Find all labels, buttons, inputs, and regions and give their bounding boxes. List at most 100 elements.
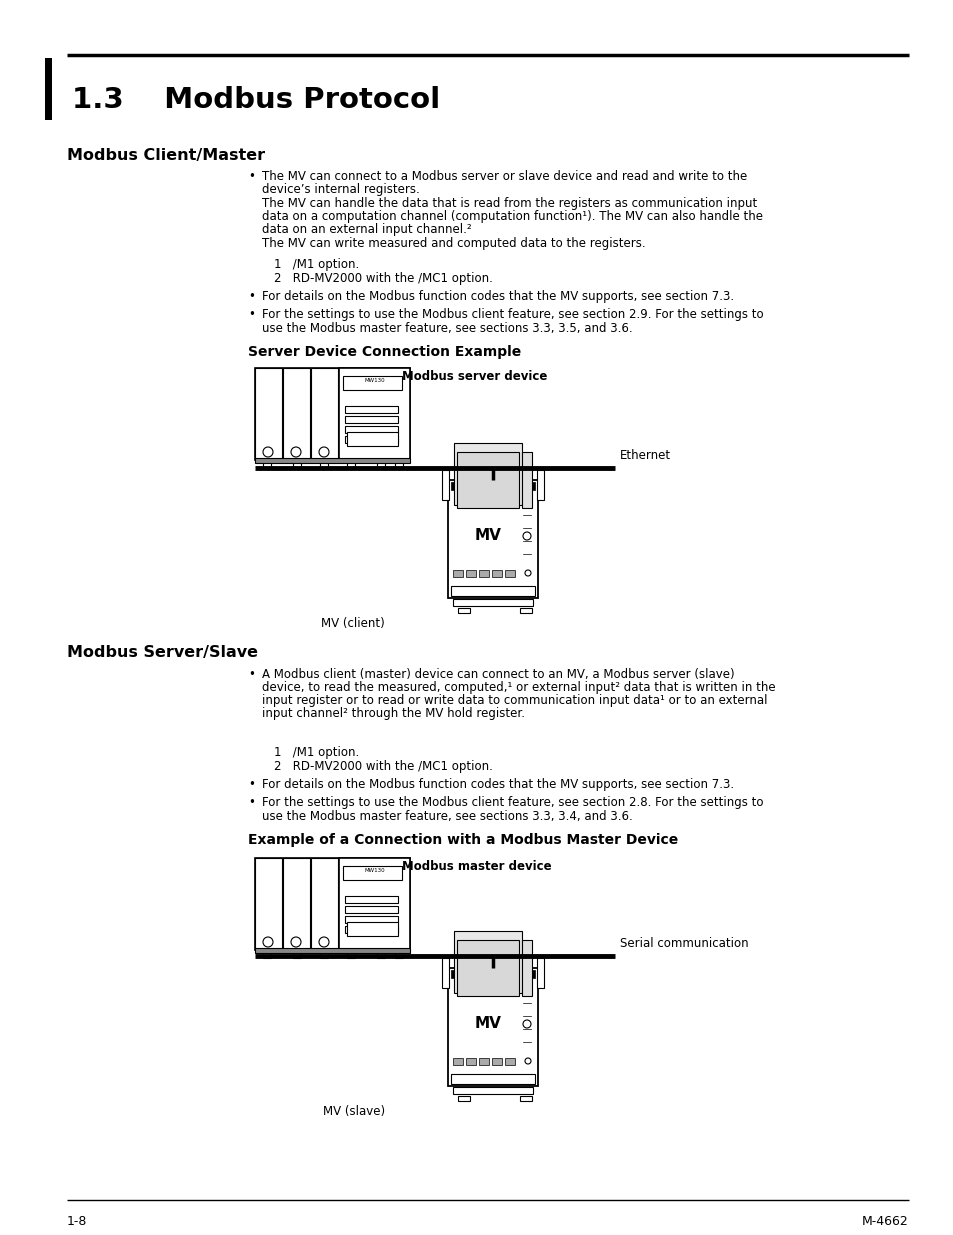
Text: •: • [248, 778, 254, 790]
Text: Example of a Connection with a Modbus Master Device: Example of a Connection with a Modbus Ma… [248, 832, 678, 847]
Text: MW130: MW130 [364, 868, 384, 873]
Text: The MV can connect to a Modbus server or slave device and read and write to the: The MV can connect to a Modbus server or… [262, 170, 746, 183]
Bar [478, 571, 489, 577]
Bar [519, 608, 532, 613]
Bar [311, 858, 337, 950]
Text: MV (slave): MV (slave) [322, 1105, 385, 1118]
Bar [338, 858, 410, 950]
Text: data on a computation channel (computation function¹). The MV can also handle th: data on a computation channel (computati… [262, 210, 762, 224]
Bar [343, 375, 401, 390]
Bar [453, 599, 533, 606]
Bar [504, 1058, 515, 1065]
Text: 2   RD-MV2000 with the /MC1 option.: 2 RD-MV2000 with the /MC1 option. [274, 272, 493, 285]
Bar [537, 471, 543, 500]
Text: A Modbus client (master) device can connect to an MV, a Modbus server (slave): A Modbus client (master) device can conn… [262, 668, 734, 680]
Bar [451, 969, 535, 978]
Bar [451, 585, 535, 597]
Bar [311, 368, 337, 459]
Bar [319, 459, 328, 468]
Text: MW130: MW130 [364, 378, 384, 383]
Bar [345, 426, 397, 433]
Bar [345, 406, 397, 412]
Bar [319, 950, 328, 958]
Bar [492, 571, 501, 577]
Bar [454, 931, 521, 993]
Bar [456, 940, 518, 995]
Bar [347, 923, 397, 936]
Bar [465, 571, 476, 577]
Bar [457, 608, 470, 613]
Text: data on an external input channel.²: data on an external input channel.² [262, 224, 471, 236]
Text: Server Device Connection Example: Server Device Connection Example [248, 345, 520, 359]
Text: For the settings to use the Modbus client feature, see section 2.8. For the sett: For the settings to use the Modbus clien… [262, 797, 762, 809]
Bar [254, 458, 410, 463]
Text: M-4662: M-4662 [862, 1215, 908, 1228]
Text: Modbus master device: Modbus master device [401, 860, 551, 873]
Bar [395, 950, 402, 958]
Bar [448, 968, 537, 1086]
Text: •: • [248, 290, 254, 303]
Text: MV (client): MV (client) [321, 618, 385, 630]
Bar [263, 459, 271, 468]
Bar [283, 858, 310, 950]
Bar [453, 571, 462, 577]
Text: 2   RD-MV2000 with the /MC1 option.: 2 RD-MV2000 with the /MC1 option. [274, 760, 493, 773]
Bar [453, 1087, 533, 1094]
Text: 1.3    Modbus Protocol: 1.3 Modbus Protocol [71, 86, 439, 114]
Bar [347, 950, 355, 958]
Bar [492, 1058, 501, 1065]
Bar [345, 906, 397, 913]
Text: Ethernet: Ethernet [619, 450, 670, 462]
Bar [343, 866, 401, 881]
Bar [395, 459, 402, 468]
Bar [451, 1074, 535, 1084]
Text: •: • [248, 308, 254, 321]
Bar [454, 443, 521, 505]
Bar [347, 432, 397, 446]
Text: •: • [248, 668, 254, 680]
Bar [347, 459, 355, 468]
Bar [254, 858, 282, 950]
Text: 1   /M1 option.: 1 /M1 option. [274, 746, 359, 760]
Text: 1-8: 1-8 [67, 1215, 88, 1228]
Bar [283, 368, 310, 459]
Text: Serial communication: Serial communication [619, 937, 748, 950]
Text: The MV can handle the data that is read from the registers as communication inpu: The MV can handle the data that is read … [262, 198, 757, 210]
Bar [453, 1058, 462, 1065]
Bar [293, 950, 301, 958]
Text: For the settings to use the Modbus client feature, see section 2.9. For the sett: For the settings to use the Modbus clien… [262, 308, 762, 321]
Text: use the Modbus master feature, see sections 3.3, 3.4, and 3.6.: use the Modbus master feature, see secti… [262, 810, 632, 823]
Text: For details on the Modbus function codes that the MV supports, see section 7.3.: For details on the Modbus function codes… [262, 290, 734, 303]
Text: input channel² through the MV hold register.: input channel² through the MV hold regis… [262, 706, 524, 720]
Bar [504, 571, 515, 577]
Text: •: • [248, 170, 254, 183]
Text: 1   /M1 option.: 1 /M1 option. [274, 258, 359, 270]
Bar [451, 482, 535, 490]
Text: Modbus Server/Slave: Modbus Server/Slave [67, 645, 257, 659]
Text: Modbus Client/Master: Modbus Client/Master [67, 148, 265, 163]
Bar [376, 459, 385, 468]
Text: For details on the Modbus function codes that the MV supports, see section 7.3.: For details on the Modbus function codes… [262, 778, 734, 790]
Bar [345, 916, 397, 923]
Text: The MV can write measured and computed data to the registers.: The MV can write measured and computed d… [262, 237, 645, 249]
Bar [345, 926, 397, 932]
Bar [456, 452, 518, 508]
Text: device, to read the measured, computed,¹ or external input² data that is written: device, to read the measured, computed,¹… [262, 680, 775, 694]
Bar [519, 1095, 532, 1100]
Text: •: • [248, 797, 254, 809]
Bar [521, 940, 532, 995]
Bar [254, 368, 282, 459]
Text: MV: MV [474, 1016, 501, 1031]
Text: use the Modbus master feature, see sections 3.3, 3.5, and 3.6.: use the Modbus master feature, see secti… [262, 322, 632, 335]
Text: device’s internal registers.: device’s internal registers. [262, 183, 419, 196]
Text: input register or to read or write data to communication input data¹ or to an ex: input register or to read or write data … [262, 694, 767, 706]
Bar [448, 480, 537, 598]
Bar [376, 950, 385, 958]
Bar [345, 897, 397, 903]
Bar [457, 1095, 470, 1100]
Bar [293, 459, 301, 468]
Bar [441, 471, 449, 500]
Bar [537, 958, 543, 988]
Bar [441, 958, 449, 988]
Bar [338, 368, 410, 459]
